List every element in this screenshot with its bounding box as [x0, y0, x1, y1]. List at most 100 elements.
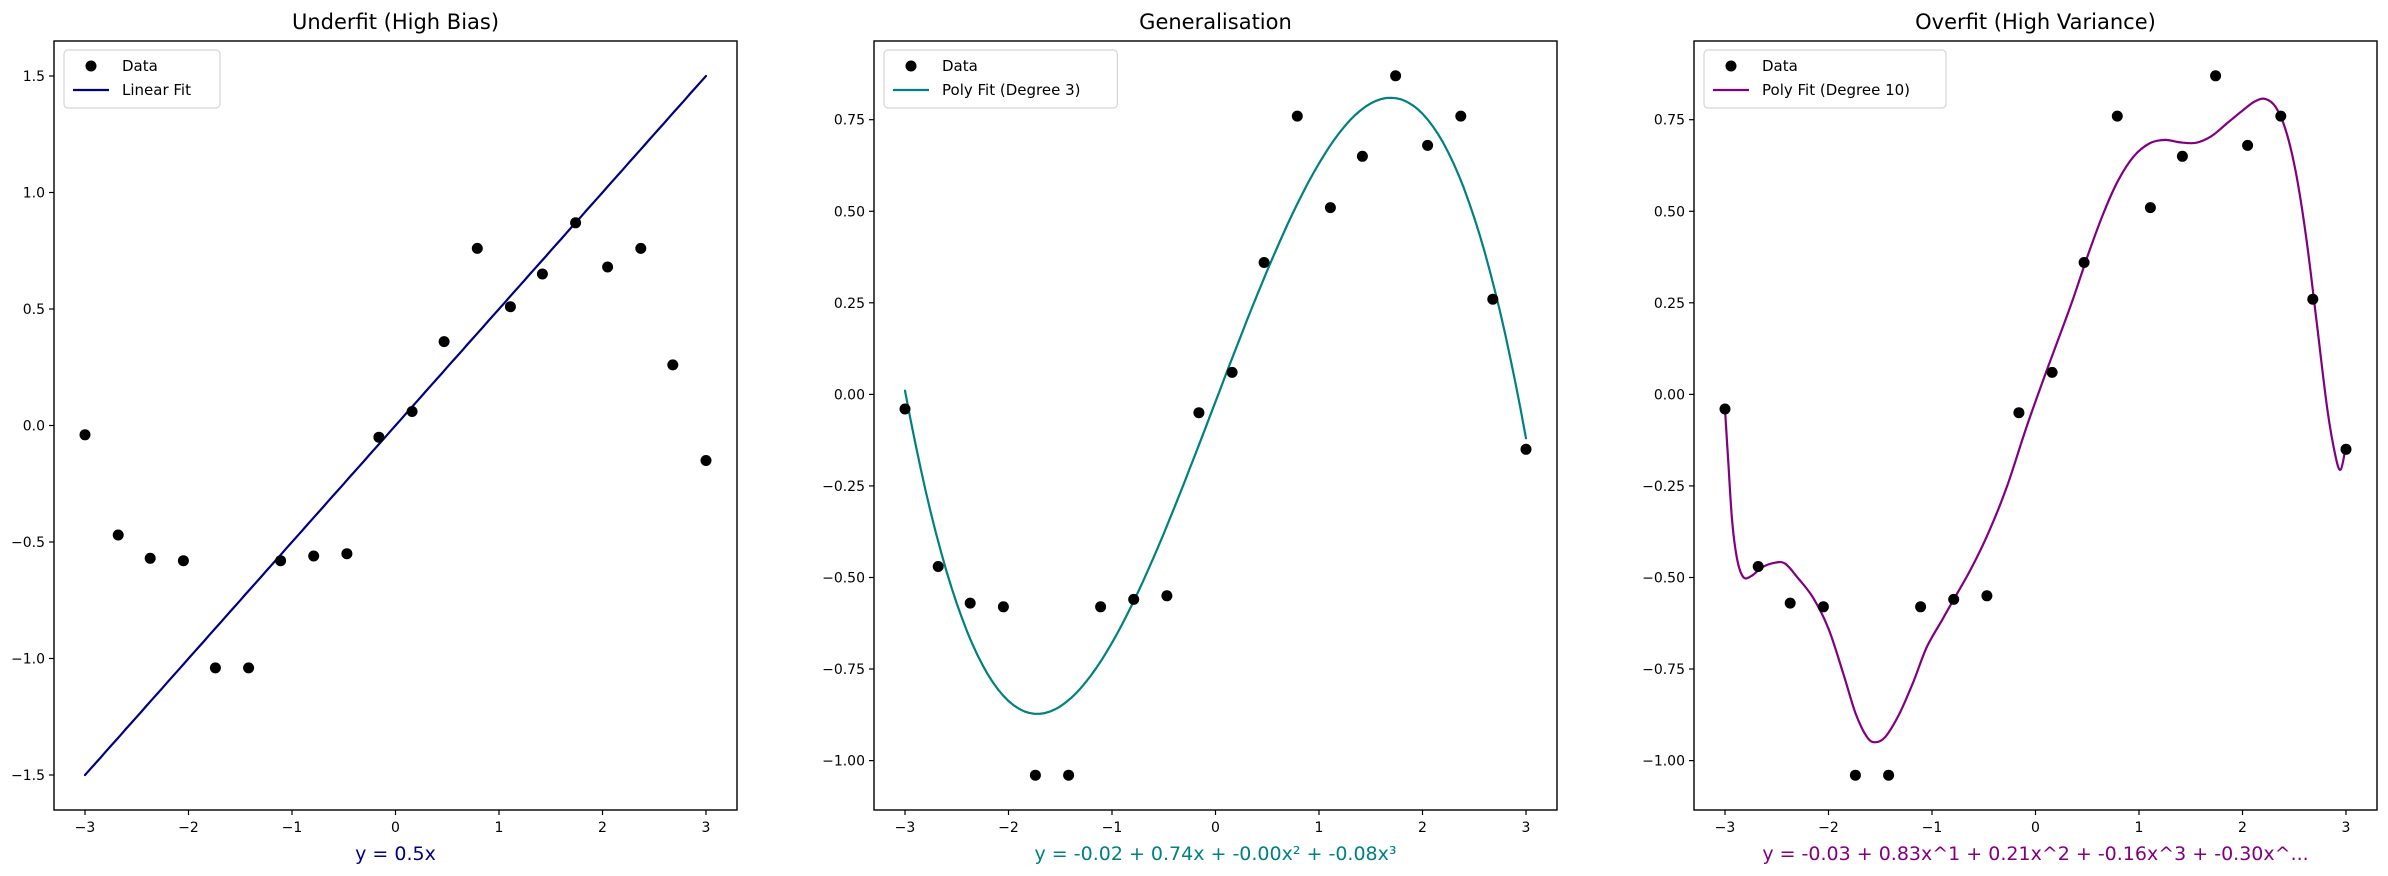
y-tick-label: −1.5 [11, 768, 45, 784]
x-tick-label: 2 [598, 820, 607, 836]
fit-curve [83, 74, 708, 777]
data-point [932, 561, 944, 572]
legend-label-data: Data [1762, 57, 1798, 75]
legend-label-data: Data [942, 57, 978, 75]
data-point [1095, 601, 1107, 613]
y-tick-label: −0.75 [822, 662, 865, 678]
data-point [1324, 202, 1336, 214]
data-point [570, 217, 582, 229]
y-tick-label: 0.75 [834, 113, 865, 129]
data-point [209, 662, 221, 674]
legend-label-fit: Poly Fit (Degree 10) [1762, 81, 1910, 99]
x-tick-label: 0 [1211, 820, 1220, 836]
data-point [997, 601, 1009, 613]
data-point [144, 552, 156, 564]
y-tick-label: 0.50 [834, 204, 865, 220]
equation-label: y = -0.03 + 0.83x^1 + 0.21x^2 + -0.16x^3… [1762, 843, 2308, 865]
data-point [2078, 257, 2090, 268]
y-tick-label: −0.50 [822, 571, 865, 587]
y-tick-label: 0.25 [1654, 296, 1685, 312]
equation-label: y = 0.5x [355, 843, 436, 865]
y-tick-label: 0.0 [23, 419, 45, 435]
data-point [471, 242, 483, 254]
x-tick-label: 1 [2135, 820, 2144, 836]
x-tick-label: −2 [178, 820, 199, 836]
data-point [1291, 110, 1303, 122]
data-point [1455, 110, 1467, 122]
legend: Data Poly Fit (Degree 10) [1703, 49, 1947, 109]
data-point [1029, 769, 1041, 781]
panel-title: Overfit (High Variance) [1915, 10, 2156, 34]
y-tick-label: −1.00 [1642, 754, 1685, 770]
y-tick-label: −0.50 [1642, 571, 1685, 587]
data-point [79, 429, 91, 441]
data-point [1226, 366, 1238, 378]
scatter-series [1719, 70, 2352, 781]
y-tick-label: −1.0 [11, 652, 45, 668]
data-point [275, 555, 287, 567]
legend-dot-marker [905, 60, 917, 72]
x-tick-label: −1 [1102, 820, 1123, 836]
scatter-series [79, 217, 712, 674]
chart-panel-1: Underfit (High Bias) −3 −2 −1 0 1 2 3 1.5 1.0 0.5 0… [11, 10, 738, 865]
data-point [1883, 769, 1895, 781]
data-point [1981, 590, 1993, 602]
data-point [1520, 443, 1532, 455]
data-point [243, 662, 255, 674]
data-point [1422, 139, 1434, 151]
y-tick-label: 0.5 [23, 302, 45, 318]
y-tick-label: −0.25 [1642, 479, 1685, 495]
data-point [112, 529, 124, 541]
data-point [1193, 407, 1205, 419]
fit-curve [1723, 97, 2348, 744]
x-tick-label: 1 [1315, 820, 1324, 836]
x-tick-label: −1 [1922, 820, 1943, 836]
y-tick-label: 0.00 [834, 387, 865, 403]
legend-label-data: Data [122, 57, 158, 75]
y-tick-label: −0.25 [822, 479, 865, 495]
x-tick-label: −1 [282, 820, 303, 836]
legend-box [1703, 49, 1947, 109]
data-point [308, 550, 320, 562]
data-point [1390, 70, 1402, 82]
x-tick-label: 2 [1418, 820, 1427, 836]
data-point [373, 431, 385, 443]
data-point [2340, 443, 2352, 455]
y-tick-label: −0.75 [1642, 662, 1685, 678]
legend-label-fit: Poly Fit (Degree 3) [942, 81, 1080, 99]
x-tick-label: 3 [1522, 820, 1531, 836]
data-point [1063, 769, 1075, 781]
data-point [2144, 202, 2156, 214]
x-tick-label: −3 [895, 820, 916, 836]
data-point [635, 242, 647, 254]
data-point [2275, 110, 2287, 122]
scatter-series [899, 70, 1532, 781]
legend-label-fit: Linear Fit [122, 81, 191, 99]
data-point [2013, 407, 2025, 419]
data-point [1128, 593, 1140, 605]
y-tick-label: 1.0 [23, 186, 45, 202]
data-point [602, 261, 614, 273]
data-point [536, 268, 548, 280]
chart-panel-3: Overfit (High Variance) −3 −2 −1 0 1 2 3 0.75 0.5… [1642, 10, 2378, 865]
legend-box [883, 49, 1118, 109]
panel-title: Generalisation [1139, 10, 1292, 34]
data-point [1258, 257, 1270, 268]
y-tick-label: −1.00 [822, 754, 865, 770]
legend: Data Linear Fit [63, 49, 221, 109]
x-tick-label: −2 [998, 820, 1019, 836]
y-tick-label: 1.5 [23, 69, 45, 85]
data-point [2242, 139, 2254, 151]
fit-curve [903, 96, 1528, 715]
x-tick-label: −2 [1818, 820, 1839, 836]
data-point [504, 301, 516, 313]
x-tick-label: 0 [2031, 820, 2040, 836]
data-point [406, 406, 418, 417]
data-point [1752, 561, 1764, 572]
data-point [667, 359, 679, 371]
y-tick-label: 0.25 [834, 296, 865, 312]
legend-box [63, 49, 221, 109]
data-point [2210, 70, 2222, 82]
